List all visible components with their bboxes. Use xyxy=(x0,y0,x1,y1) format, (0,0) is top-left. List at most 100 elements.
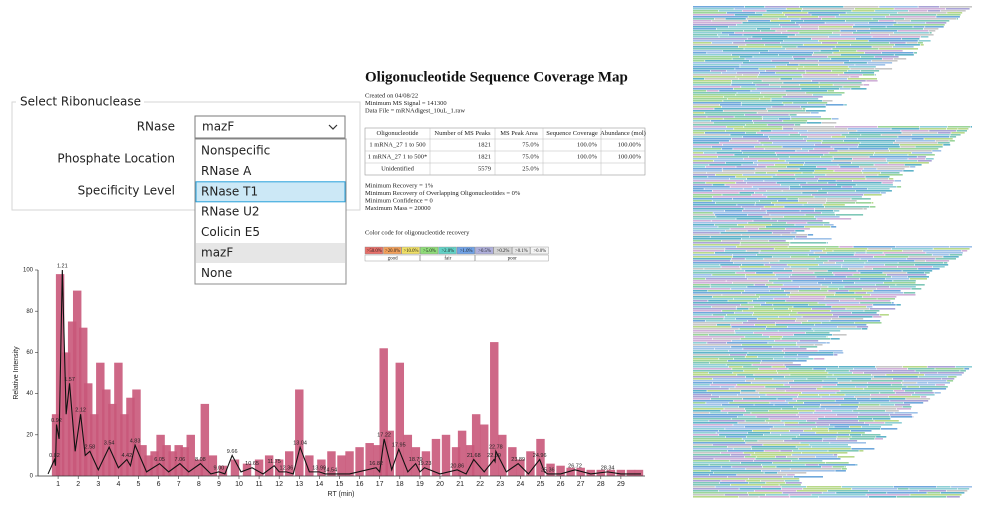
coverage-segment xyxy=(888,396,920,398)
coverage-segment xyxy=(915,370,960,372)
coverage-segment xyxy=(774,248,826,250)
coverage-segment xyxy=(811,14,839,16)
coverage-segment xyxy=(919,126,947,128)
coverage-segment xyxy=(693,52,707,54)
coverage-segment xyxy=(724,494,749,496)
option[interactable]: None xyxy=(201,266,232,280)
coverage-segment xyxy=(760,92,806,94)
coverage-segment xyxy=(837,456,855,458)
coverage-segment xyxy=(693,158,744,160)
peak-label: 1.21 xyxy=(57,263,68,269)
coverage-segment xyxy=(693,254,732,256)
coverage-segment xyxy=(780,434,800,436)
coverage-segment xyxy=(866,292,904,294)
option[interactable]: RNase T1 xyxy=(201,184,258,198)
coverage-segment xyxy=(712,314,727,316)
coverage-segment xyxy=(934,392,941,394)
coverage-segment xyxy=(707,52,760,54)
coverage-segment xyxy=(734,116,762,118)
coverage-segment xyxy=(909,488,958,490)
option[interactable]: mazF xyxy=(201,246,233,260)
coverage-segment xyxy=(693,384,710,386)
coverage-segment xyxy=(838,288,862,290)
coverage-segment xyxy=(747,286,769,288)
coverage-segment xyxy=(792,450,828,452)
coverage-segment xyxy=(733,262,770,264)
coverage-segment xyxy=(801,148,814,150)
coverage-segment xyxy=(710,120,753,122)
coverage-segment xyxy=(714,160,758,162)
coverage-segment xyxy=(775,152,829,154)
coverage-segment xyxy=(826,202,856,204)
option[interactable]: RNase U2 xyxy=(201,205,260,219)
coverage-segment xyxy=(860,272,883,274)
table-cell: 75.0% xyxy=(522,141,539,148)
coverage-segment xyxy=(693,204,737,206)
coverage-segment xyxy=(693,288,731,290)
coverage-segment xyxy=(728,26,782,28)
combobox-value: mazF xyxy=(202,120,234,134)
coverage-segment xyxy=(743,452,755,454)
coverage-segment xyxy=(793,406,820,408)
coverage-segment xyxy=(719,142,760,144)
coverage-segment xyxy=(879,48,918,50)
coverage-segment xyxy=(693,474,709,476)
coverage-segment xyxy=(693,106,722,108)
peak-label: 7.06 xyxy=(175,457,186,463)
coverage-segment xyxy=(885,422,902,424)
coverage-segment xyxy=(723,110,768,112)
coverage-segment xyxy=(806,486,842,488)
coverage-segment xyxy=(755,202,771,204)
coverage-segment xyxy=(799,416,825,418)
coverage-segment xyxy=(729,140,758,142)
coverage-segment xyxy=(693,378,713,380)
coverage-segment xyxy=(742,74,758,76)
coverage-segment xyxy=(876,284,896,286)
coverage-segment xyxy=(876,368,908,370)
coverage-segment xyxy=(766,210,800,212)
coverage-segment xyxy=(693,68,735,70)
coverage-segment xyxy=(827,90,834,92)
coverage-segment xyxy=(766,10,802,12)
coverage-segment xyxy=(936,16,960,18)
coverage-segment xyxy=(911,138,924,140)
coverage-segment xyxy=(914,52,917,54)
option[interactable]: Nonspecific xyxy=(201,144,270,158)
coverage-segment xyxy=(796,318,831,320)
x-tick-label: 10 xyxy=(235,481,243,488)
peak-label: 4.42 xyxy=(121,453,132,459)
coverage-segment xyxy=(890,416,913,418)
coverage-segment xyxy=(818,28,870,30)
coverage-segment xyxy=(710,284,754,286)
coverage-segment xyxy=(884,264,915,266)
coverage-segment xyxy=(732,368,759,370)
option[interactable]: Colicin E5 xyxy=(201,225,260,239)
coverage-segment xyxy=(803,430,829,432)
coverage-segment xyxy=(786,8,802,10)
coverage-segment xyxy=(816,276,846,278)
coverage-segment xyxy=(693,108,714,110)
quality-label: good xyxy=(388,256,399,261)
coverage-segment xyxy=(844,62,867,64)
recovery-bar xyxy=(457,430,467,476)
peak-label: 25.36 xyxy=(541,467,555,473)
coverage-segment xyxy=(943,256,959,258)
coverage-segment xyxy=(760,98,771,100)
coverage-segment xyxy=(693,328,739,330)
coverage-segment xyxy=(712,42,733,44)
coverage-segment xyxy=(849,434,862,436)
combobox[interactable] xyxy=(194,115,346,139)
peak-label: 2.58 xyxy=(84,445,95,451)
coverage-segment xyxy=(781,420,807,422)
recovery-bar xyxy=(120,414,129,476)
option[interactable]: RNase A xyxy=(201,164,252,178)
table-header: Number of MS Peaks xyxy=(434,130,491,137)
coverage-segment xyxy=(742,310,792,312)
coverage-segment xyxy=(756,88,801,90)
coverage-segment xyxy=(806,92,845,94)
coverage-segment xyxy=(710,384,737,386)
coverage-segment xyxy=(805,214,836,216)
coverage-segment xyxy=(808,150,838,152)
coverage-segment xyxy=(872,18,905,20)
peak-label: 4.83 xyxy=(130,439,141,445)
